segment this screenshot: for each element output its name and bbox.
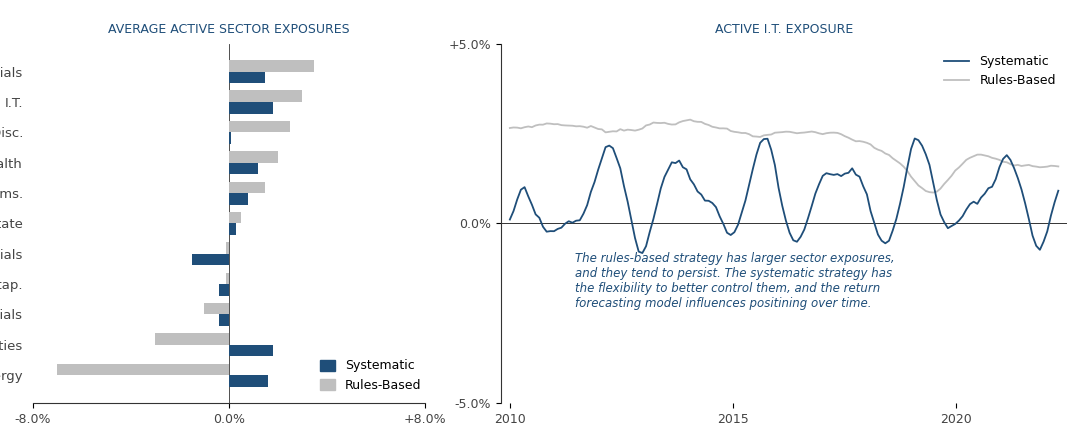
Rules-Based bbox=[687, 119, 700, 124]
Systematic bbox=[687, 182, 700, 187]
Rules-Based bbox=[964, 155, 977, 160]
Bar bbox=[229, 345, 272, 356]
Bar bbox=[229, 162, 258, 174]
Bar bbox=[229, 132, 231, 144]
Rules-Based bbox=[886, 155, 900, 161]
Bar bbox=[229, 181, 266, 193]
Rules-Based bbox=[684, 117, 697, 122]
Text: The rules-based strategy has larger sector exposures,
and they tend to persist. : The rules-based strategy has larger sect… bbox=[575, 252, 894, 310]
Systematic bbox=[503, 217, 516, 222]
Rules-Based bbox=[503, 125, 516, 131]
Rules-Based bbox=[1052, 164, 1065, 169]
Rules-Based bbox=[927, 190, 940, 195]
Bar bbox=[227, 272, 229, 284]
Rules-Based bbox=[794, 130, 807, 135]
Systematic bbox=[908, 136, 921, 141]
Bar bbox=[156, 333, 229, 345]
Line: Systematic: Systematic bbox=[510, 138, 1059, 253]
Rules-Based bbox=[724, 128, 737, 134]
Systematic bbox=[816, 173, 829, 178]
Bar bbox=[229, 121, 290, 132]
Bar bbox=[229, 91, 302, 102]
Bar bbox=[219, 314, 229, 326]
Bar bbox=[205, 303, 229, 314]
Bar bbox=[229, 102, 272, 113]
Title: AVERAGE ACTIVE SECTOR EXPOSURES: AVERAGE ACTIVE SECTOR EXPOSURES bbox=[108, 23, 350, 35]
Bar bbox=[229, 72, 266, 83]
Systematic bbox=[964, 201, 977, 207]
Bar bbox=[229, 212, 241, 223]
Legend: Systematic, Rules-Based: Systematic, Rules-Based bbox=[940, 50, 1061, 92]
Bar bbox=[227, 242, 229, 254]
Systematic bbox=[636, 251, 649, 256]
Legend: Systematic, Rules-Based: Systematic, Rules-Based bbox=[315, 354, 426, 397]
Bar bbox=[219, 284, 229, 296]
Bar bbox=[229, 375, 268, 387]
Rules-Based bbox=[816, 131, 829, 137]
Bar bbox=[229, 223, 236, 235]
Systematic bbox=[886, 228, 900, 233]
Line: Rules-Based: Rules-Based bbox=[510, 120, 1059, 193]
Systematic bbox=[724, 233, 737, 238]
Bar bbox=[229, 151, 278, 162]
Bar bbox=[57, 364, 229, 375]
Title: ACTIVE I.T. EXPOSURE: ACTIVE I.T. EXPOSURE bbox=[715, 23, 853, 35]
Systematic bbox=[1052, 188, 1065, 193]
Bar bbox=[229, 60, 315, 72]
Systematic bbox=[794, 234, 807, 240]
Bar bbox=[192, 254, 229, 265]
Bar bbox=[229, 193, 248, 205]
